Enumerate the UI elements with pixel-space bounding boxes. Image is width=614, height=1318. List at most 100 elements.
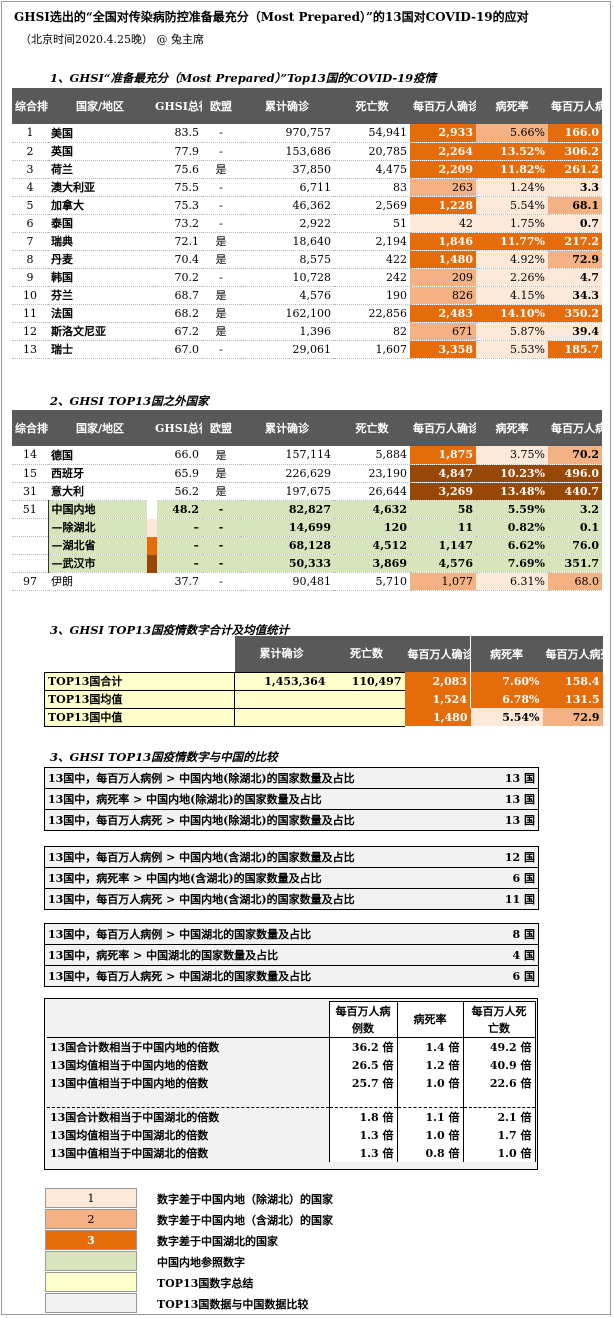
- cell-cases: 970,757: [240, 124, 334, 143]
- table-row: 8 丹麦 70.4 是 8,575 422 1,480 4.92% 72.9: [12, 250, 602, 269]
- cell-deaths: 5,710: [334, 572, 410, 591]
- legend-label: TOP13国数字总结: [157, 1277, 254, 1290]
- comparison-group-1: 13国中，每百万人病例 > 中国内地(除湖北)的国家数量及占比 13 国 13国中，…: [44, 767, 539, 831]
- cell-score: 56.2: [152, 482, 202, 501]
- cell-dpm: 39.4: [548, 322, 602, 341]
- cell-rank: 5: [12, 196, 48, 215]
- legend-label: 数字差于中国内地（除湖北）的国家: [157, 1193, 333, 1206]
- cell-cfr: 6.31%: [476, 572, 548, 591]
- legend-label: TOP13国数据与中国数据比较: [157, 1298, 309, 1311]
- ratio-row: 13国均值相当于中国内地的倍数 26.5 倍 1.2 倍 40.9 倍: [47, 1055, 536, 1074]
- cell-dpm: 185.7: [548, 340, 602, 359]
- ratio-value: 2.1 倍: [462, 1107, 536, 1126]
- spacer-cell: [328, 1091, 398, 1108]
- cell-score: 75.6: [152, 160, 202, 179]
- ratio-value: 1.0 倍: [462, 1143, 536, 1162]
- table-row: 9 韩国 70.2-10,728 242 209 2.26% 4.7: [12, 268, 602, 287]
- legend-label: 数字差于中国内地（含湖北）的国家: [157, 1214, 333, 1227]
- cell-country: 荷兰: [48, 160, 152, 179]
- cell-deaths: 26,644: [334, 482, 410, 501]
- ratio-value: 25.7 倍: [328, 1073, 398, 1092]
- cell-ppm: 11: [410, 518, 476, 537]
- comparison-text: 13国中，每百万人病死 > 中国内地(除湖北)的国家数量及占比: [44, 809, 485, 831]
- column-header: 每百万人确诊数: [404, 636, 471, 672]
- cell-rank: 8: [12, 250, 48, 269]
- legend-label: 中国内地参照数字: [157, 1256, 245, 1269]
- cell-cases: [234, 689, 329, 709]
- cell-ppm: 209: [410, 268, 476, 287]
- comparison-value: 13 国: [484, 788, 539, 810]
- legend-swatch: [45, 1251, 137, 1271]
- table-row: 14 德国 66.0 是 157,114 5,884 1,875 3.75% 70.2: [12, 446, 602, 465]
- summary-label: TOP13国合计: [44, 671, 235, 691]
- cell-rank: 1: [12, 124, 48, 143]
- cell-ppm: 1,077: [410, 572, 476, 591]
- cell-deaths: 1,607: [334, 340, 410, 359]
- comparison-row: 13国中，每百万人病死 > 中国内地(除湖北)的国家数量及占比 13 国: [44, 809, 539, 831]
- section4-title: 3、GHSI TOP13国疫情数字与中国的比较: [50, 750, 278, 764]
- ratio-label: 13国合计数相当于中国湖北的倍数: [47, 1107, 329, 1126]
- column-header: 累计确诊: [240, 88, 334, 124]
- comparison-value: 4 国: [484, 944, 539, 966]
- column-header: 欧盟: [202, 88, 240, 124]
- cell-cfr: 1.75%: [476, 214, 548, 233]
- comparison-value: 6 国: [484, 965, 539, 987]
- cell-country: 泰国: [48, 214, 152, 233]
- table-row: 1 美国 83.5-970,757 54,941 2,933 5.66% 166.0: [12, 124, 602, 143]
- cell-eu: -: [202, 340, 240, 359]
- column-header: 每百万人病死数: [542, 636, 603, 672]
- cell-dpm: 350.2: [548, 304, 602, 323]
- table-row: 13 瑞士 67.0-29,061 1,607 3,358 5.53% 185.7: [12, 340, 602, 359]
- ratio-spacer-row: [47, 1091, 536, 1108]
- ratio-row: 13国均值相当于中国湖北的倍数 1.3 倍 1.0 倍 1.7 倍: [47, 1125, 536, 1144]
- cell-ppm: 3,358: [410, 340, 476, 359]
- column-header: 每百万人病死数: [548, 88, 602, 124]
- summary-table: 累计确诊死亡数每百万人确诊数病死率每百万人病死数TOP13国合计1,453,36…: [44, 636, 603, 727]
- cell-rank: 2: [12, 142, 48, 161]
- cell-cfr: 5.59%: [476, 500, 548, 519]
- spacer-cell: [47, 1092, 329, 1108]
- cell-eu: -: [202, 554, 240, 573]
- comparison-row: 13国中，每百万人病例 > 中国湖北的国家数量及占比 8 国: [44, 923, 539, 945]
- comparison-group-3: 13国中，每百万人病例 > 中国湖北的国家数量及占比 8 国 13国中，病死率 > …: [44, 923, 539, 987]
- cell-dpm: 440.7: [548, 482, 602, 501]
- cell-cases: 37,850: [240, 160, 334, 179]
- table-row: 11 法国 68.2 是 162,100 22,856 2,483 14.10% 350.2: [12, 304, 602, 323]
- cell-score: –: [152, 536, 202, 555]
- cell-eu: 是: [202, 286, 240, 305]
- cell-cases: 157,114: [240, 446, 334, 465]
- cell-rank: 14: [12, 446, 48, 465]
- ratio-label: 13国均值相当于中国内地的倍数: [50, 1058, 209, 1072]
- cell-ppm: 671: [410, 322, 476, 341]
- legend-swatch: 2: [45, 1209, 137, 1229]
- cell-score: –: [152, 518, 202, 537]
- cell-country: —除湖北: [47, 518, 157, 537]
- cell-cases: 226,629: [240, 464, 334, 483]
- cell-eu: 是: [202, 160, 240, 179]
- cell-country: 西班牙: [48, 464, 152, 483]
- column-header: 累计确诊: [234, 636, 329, 672]
- legend-swatch: 3: [45, 1230, 137, 1250]
- cell-country: 伊朗: [48, 572, 152, 591]
- cell-score: 66.0: [152, 446, 202, 465]
- cell-dpm: 3.3: [548, 178, 602, 197]
- cell-ppm: 2,264: [410, 142, 476, 161]
- cell-dpm: 72.9: [548, 250, 602, 269]
- cell-cases: 6,711: [240, 178, 334, 197]
- cell-dpm: 351.7: [548, 554, 602, 573]
- table-row: 97 伊朗 37.7-90,481 5,710 1,077 6.31% 68.0: [12, 572, 602, 591]
- column-header: 死亡数: [334, 410, 410, 446]
- cell-country: 英国: [48, 142, 152, 161]
- cell-dpm: 72.9: [542, 708, 603, 726]
- cell-rank: 11: [12, 304, 48, 323]
- ratio-value: 1.0 倍: [396, 1073, 464, 1092]
- ratio-row: 13国合计数相当于中国湖北的倍数 1.8 倍 1.1 倍 2.1 倍: [47, 1107, 536, 1126]
- cell-score: –: [152, 554, 202, 573]
- ratio-value: 1.7 倍: [462, 1125, 536, 1144]
- cell-cfr: 0.82%: [476, 518, 548, 537]
- legend-label: 数字差于中国湖北的国家: [157, 1235, 278, 1248]
- cell-deaths: 54,941: [334, 124, 410, 143]
- cell-rank: 51: [12, 500, 48, 519]
- comparison-text: 13国中，病死率 > 中国湖北的国家数量及占比: [44, 944, 485, 966]
- cell-cfr: 5.87%: [476, 322, 548, 341]
